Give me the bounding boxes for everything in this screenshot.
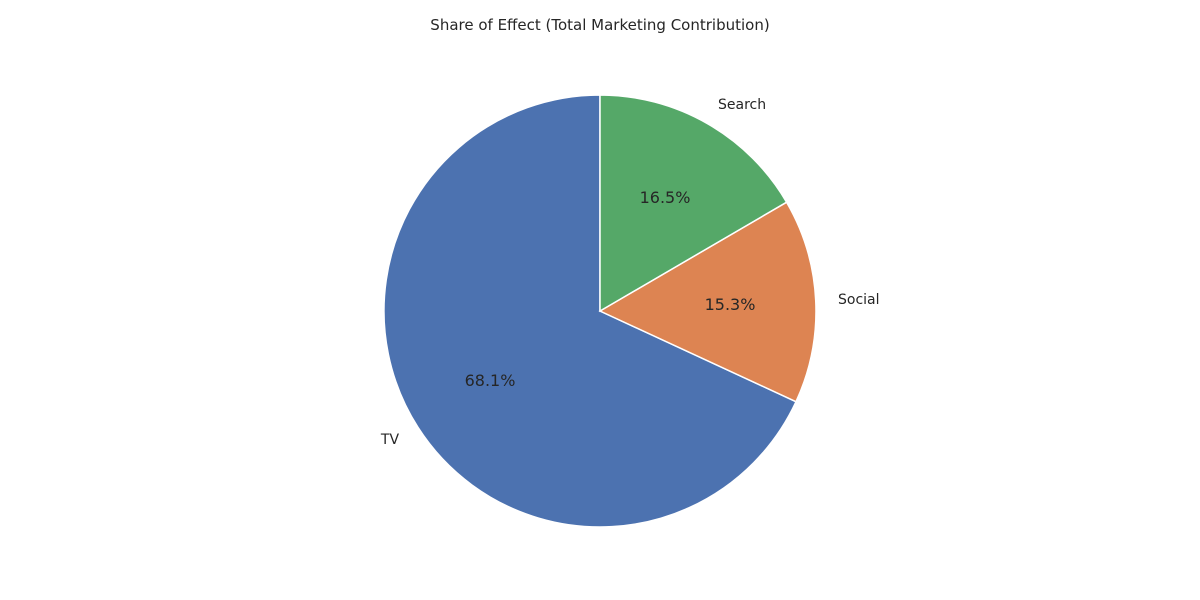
chart-title: Share of Effect (Total Marketing Contrib… (430, 16, 770, 34)
pct-social: 15.3% (705, 295, 756, 314)
pct-search: 16.5% (640, 188, 691, 207)
label-social: Social (838, 292, 880, 308)
label-search: Search (718, 97, 766, 113)
slice-tv (383, 94, 797, 528)
pct-tv: 68.1% (465, 371, 516, 390)
label-tv: TV (380, 432, 400, 448)
slice-search (599, 94, 788, 313)
slice-social (598, 201, 817, 403)
